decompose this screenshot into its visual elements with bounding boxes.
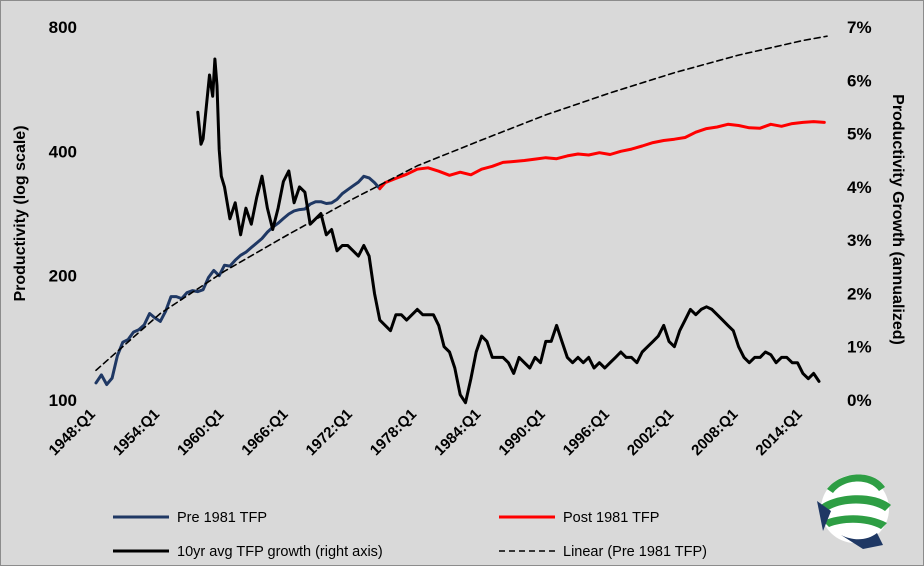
x-axis-tick-label: 2008:Q1 bbox=[688, 406, 741, 459]
x-axis-tick-label: 1954:Q1 bbox=[110, 406, 163, 459]
right-axis-tick-label: 2% bbox=[847, 284, 872, 303]
right-axis-tick-label: 6% bbox=[847, 71, 872, 90]
x-axis-tick-label: 1996:Q1 bbox=[560, 406, 613, 459]
x-axis-tick-label: 1990:Q1 bbox=[495, 406, 548, 459]
left-axis-tick-label: 400 bbox=[49, 142, 77, 161]
legend-label: 10yr avg TFP growth (right axis) bbox=[177, 544, 383, 560]
right-axis-tick-label: 0% bbox=[847, 391, 872, 410]
x-axis-tick-label: 1948:Q1 bbox=[46, 406, 99, 459]
globe-arrow-logo-icon bbox=[817, 474, 891, 549]
right-axis-title: Productivity Growth (annualized) bbox=[889, 94, 906, 345]
x-axis-tick-label: 1972:Q1 bbox=[303, 406, 356, 459]
right-axis-tick-label: 3% bbox=[847, 231, 872, 250]
legend-label: Post 1981 TFP bbox=[563, 510, 659, 526]
series-line-10yr-avg-tfp-growth-right-axis bbox=[196, 57, 821, 405]
x-axis-tick-label: 1978:Q1 bbox=[367, 406, 420, 459]
left-axis-tick-label: 200 bbox=[49, 267, 77, 286]
right-axis-tick-label: 1% bbox=[847, 338, 872, 357]
right-axis-tick-label: 4% bbox=[847, 178, 872, 197]
x-axis-tick-label: 2014:Q1 bbox=[752, 406, 805, 459]
series-line-post-1981-tfp bbox=[378, 120, 826, 191]
series-line-linear-pre-1981-tfp bbox=[95, 35, 828, 372]
x-axis-tick-label: 1984:Q1 bbox=[431, 406, 484, 459]
x-axis-tick-label: 1960:Q1 bbox=[174, 406, 227, 459]
left-axis-title: Productivity (log scale) bbox=[12, 125, 29, 301]
series-line-pre-1981-tfp bbox=[94, 174, 382, 386]
right-axis-tick-label: 7% bbox=[847, 18, 872, 37]
x-axis-tick-label: 2002:Q1 bbox=[624, 406, 677, 459]
left-axis-tick-label: 100 bbox=[49, 391, 77, 410]
legend-label: Linear (Pre 1981 TFP) bbox=[563, 544, 707, 560]
x-axis-tick-label: 1966:Q1 bbox=[238, 406, 291, 459]
left-axis-tick-label: 800 bbox=[49, 18, 77, 37]
legend-label: Pre 1981 TFP bbox=[177, 510, 267, 526]
right-axis-tick-label: 5% bbox=[847, 125, 872, 144]
